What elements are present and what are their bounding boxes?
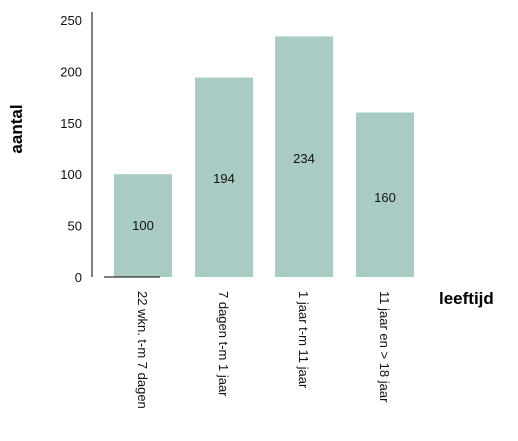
y-tick-label: 0: [75, 270, 82, 285]
bar: [195, 77, 253, 278]
bars-layer: [114, 36, 414, 278]
y-tick-label: 250: [60, 13, 82, 28]
bar: [114, 174, 172, 277]
bar-value-label: 234: [293, 151, 315, 166]
y-tick-label: 50: [68, 219, 82, 234]
y-tick-label: 200: [60, 64, 82, 79]
y-axis-title: aantal: [7, 104, 26, 153]
x-category-label: 1 jaar t-m 11 jaar: [296, 291, 311, 389]
bar-value-label: 194: [213, 171, 235, 186]
bar-value-label: 160: [374, 190, 396, 205]
bar: [356, 112, 414, 278]
bar-value-labels: 100 194 234 160: [132, 151, 396, 233]
x-axis-title: leeftijd: [439, 289, 494, 308]
x-category-label: 11 jaar en > 18 jaar: [377, 291, 392, 403]
y-tick-label: 150: [60, 116, 82, 131]
y-tick-labels: 0 50 100 150 200 250: [60, 13, 82, 285]
bar: [275, 36, 333, 277]
x-category-label: 22 wkn. t-m 7 dagen: [135, 291, 150, 409]
x-category-labels: 22 wkn. t-m 7 dagen 7 dagen t-m 1 jaar 1 j…: [135, 291, 392, 409]
x-category-label: 7 dagen t-m 1 jaar: [216, 291, 231, 397]
y-tick-label: 100: [60, 167, 82, 182]
axes: [91, 12, 160, 278]
bar-value-label: 100: [132, 218, 154, 233]
